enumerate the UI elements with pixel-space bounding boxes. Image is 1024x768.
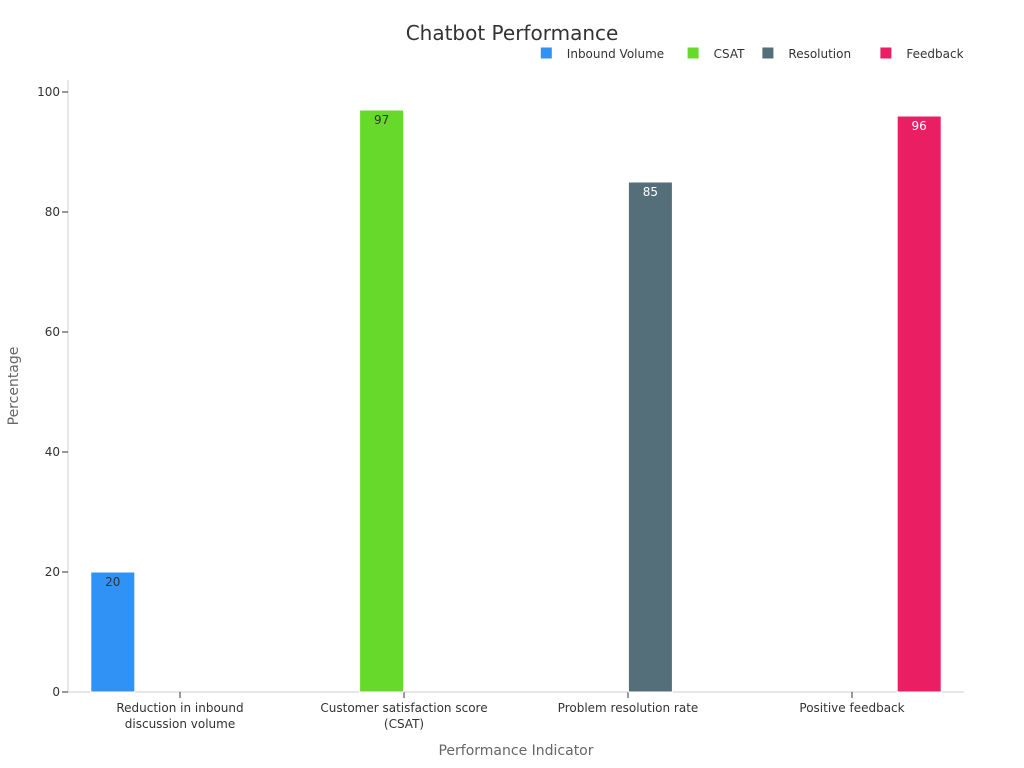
- chart-title: Chatbot Performance: [406, 21, 619, 45]
- x-axis-title: Performance Indicator: [438, 743, 593, 759]
- data-label: 97: [374, 113, 389, 127]
- data-label: 96: [912, 119, 927, 133]
- y-tick-label: 80: [45, 205, 60, 219]
- x-tick-label: Problem resolution rate: [558, 701, 699, 715]
- x-tick-label: Customer satisfaction score (CSAT): [320, 701, 487, 731]
- legend-item[interactable]: Feedback: [880, 47, 964, 61]
- legend-label: Feedback: [906, 47, 963, 61]
- y-axis: 0 20 40 60 80 100: [37, 80, 69, 699]
- legend-swatch: [540, 47, 552, 59]
- legend-item[interactable]: CSAT: [687, 47, 745, 61]
- y-axis-title: Percentage: [6, 347, 22, 426]
- data-label: 85: [643, 185, 658, 199]
- y-tick-label: 60: [45, 325, 60, 339]
- legend-label: Resolution: [788, 47, 851, 61]
- y-tick-label: 40: [45, 445, 60, 459]
- legend-label: Inbound Volume: [567, 47, 664, 61]
- y-tick-label: 100: [37, 85, 60, 99]
- x-axis: Reduction in inbound discussion volume Cus…: [68, 691, 964, 731]
- bar-resolution[interactable]: [627, 181, 673, 693]
- legend: Inbound Volume CSAT Resolution Feedback: [540, 47, 964, 61]
- legend-swatch: [880, 47, 892, 59]
- data-label: 20: [105, 575, 120, 589]
- legend-swatch: [687, 47, 699, 59]
- x-tick-label: Reduction in inbound discussion volume: [116, 701, 243, 731]
- legend-swatch: [762, 47, 774, 59]
- bar-csat[interactable]: [359, 109, 405, 693]
- legend-label: CSAT: [714, 47, 745, 61]
- bars: 20 97 85 96: [90, 109, 942, 693]
- y-tick-label: 0: [52, 685, 60, 699]
- legend-item[interactable]: Resolution: [762, 47, 851, 61]
- bar-feedback[interactable]: [896, 115, 942, 693]
- legend-item[interactable]: Inbound Volume: [540, 47, 664, 61]
- bar-inbound-volume[interactable]: [90, 571, 136, 693]
- x-tick-label: Positive feedback: [799, 701, 904, 715]
- y-tick-label: 20: [45, 565, 60, 579]
